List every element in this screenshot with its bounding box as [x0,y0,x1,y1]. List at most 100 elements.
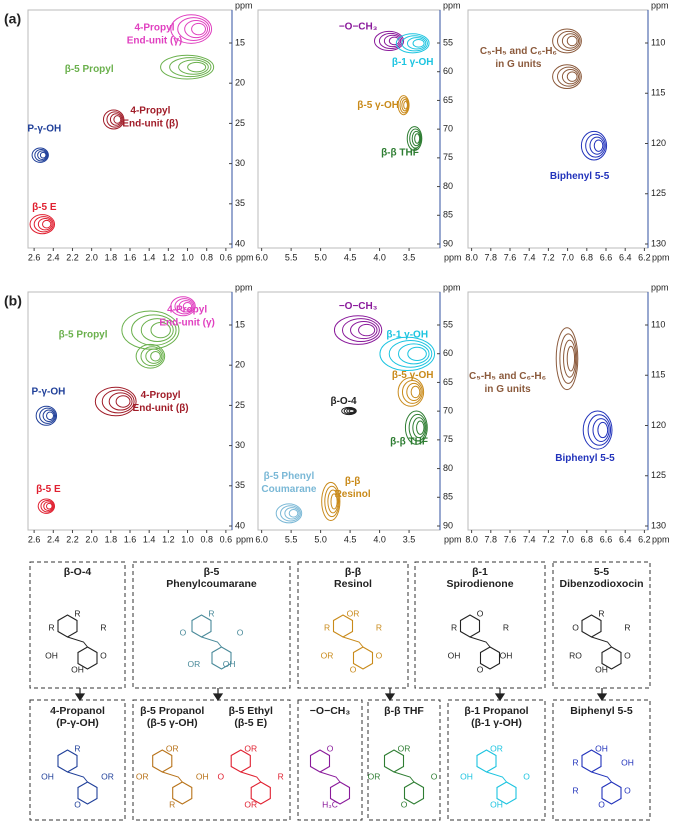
x-tick-label: 1.8 [105,252,118,262]
ring [581,614,602,638]
x-tick-label: 2.2 [66,534,79,544]
y-tick-label: 25 [235,118,245,128]
contour [184,19,209,39]
y-tick-label: 130 [651,238,666,248]
contour [39,407,57,424]
x-tick-label: 6.0 [255,252,268,262]
contour [37,498,56,514]
contour [589,136,605,155]
x-tick-label: 1.6 [124,252,137,262]
atom-label: O [624,650,631,660]
x-tick-label: 7.6 [504,534,517,544]
contour [106,111,124,128]
y-tick-label: 85 [443,210,453,220]
y-tick-label: 125 [651,188,666,198]
peak-label: P-γ-OH [31,387,65,398]
x-tick-label: 7.8 [485,534,498,544]
x-tick-label: 1.6 [124,534,137,544]
contour [178,59,209,75]
contour [37,150,48,160]
atom-label: R [451,622,457,632]
contour [31,147,49,163]
x-tick-label: 4.5 [344,252,357,262]
bond [469,636,491,648]
ring [211,646,232,670]
atom-label: R [376,622,382,632]
contour [373,30,405,51]
bond [393,771,415,783]
linkage-title: Spirodienone [446,578,513,590]
contour [145,348,163,364]
bond [342,636,364,648]
atom-label: OH [490,799,503,809]
x-unit: ppm [652,534,670,544]
product-title: −O−CH₃ [310,705,351,717]
peak-label: End-unit (β) [122,119,178,130]
contour [383,34,402,48]
product-title: 4-Propanol [50,705,105,717]
contour [566,71,578,82]
peak-label: 4-Propyl [130,106,170,117]
x-tick-label: 7.4 [523,252,536,262]
contour [552,64,582,90]
atom-label: R [324,622,330,632]
contour [280,505,301,522]
contour [108,392,133,411]
x-tick-label: 2.0 [85,252,98,262]
contour [556,30,581,51]
atom-label: R [74,608,80,618]
contour [563,339,577,378]
product-box [367,699,441,821]
x-tick-label: 6.2 [638,252,651,262]
x-unit: ppm [236,534,254,544]
x-tick-label: 7.0 [561,252,574,262]
contour [46,502,53,510]
x-tick-label: 6.6 [600,534,613,544]
ring [77,646,98,670]
x-tick-label: 6.0 [255,534,268,544]
y-tick-label: 65 [443,377,453,387]
contour [275,503,303,524]
y-tick-label: 35 [235,198,245,208]
spectrum-frame [467,291,649,531]
bond [67,636,88,648]
peak-label: β-β THF [390,437,428,448]
ring [230,749,251,773]
y-tick-label: 25 [235,400,245,410]
peak-label: in G units [485,384,532,395]
y-tick-label: 15 [235,37,245,47]
atom-label: OR [187,659,200,669]
atom-label: OR [244,799,257,809]
product-title: β-5 Ethyl [229,705,273,717]
bond [240,771,262,783]
peak-label: Coumarane [261,484,316,495]
atom-label: OR [347,608,360,618]
contour [399,97,410,114]
peak-label: 4-Propyl [167,304,207,315]
atom-label: O [350,664,357,674]
contour [401,98,409,112]
contour [102,109,125,130]
contour [109,113,123,126]
bond [67,771,88,783]
x-tick-label: 5.5 [285,252,298,262]
y-tick-label: 55 [443,37,453,47]
peak-label: P-γ-OH [27,124,61,135]
y-tick-label: 130 [651,520,666,530]
atom-label: OR [368,771,381,781]
atom-label: O [624,785,631,795]
atom-label: O [477,608,484,618]
product-title: (β-1 γ-OH) [471,717,522,729]
contour [580,130,608,161]
x-tick-label: 0.6 [220,534,233,544]
y-unit: ppm [443,0,461,10]
peak-label: 4-Propyl [141,390,181,401]
contour [398,343,430,365]
x-tick-label: 1.4 [143,534,156,544]
atom-label: O [401,799,408,809]
x-tick-label: 5.0 [314,252,327,262]
bond [201,636,222,648]
atom-label: OR [136,771,149,781]
contour [556,66,581,87]
ring [332,614,354,638]
